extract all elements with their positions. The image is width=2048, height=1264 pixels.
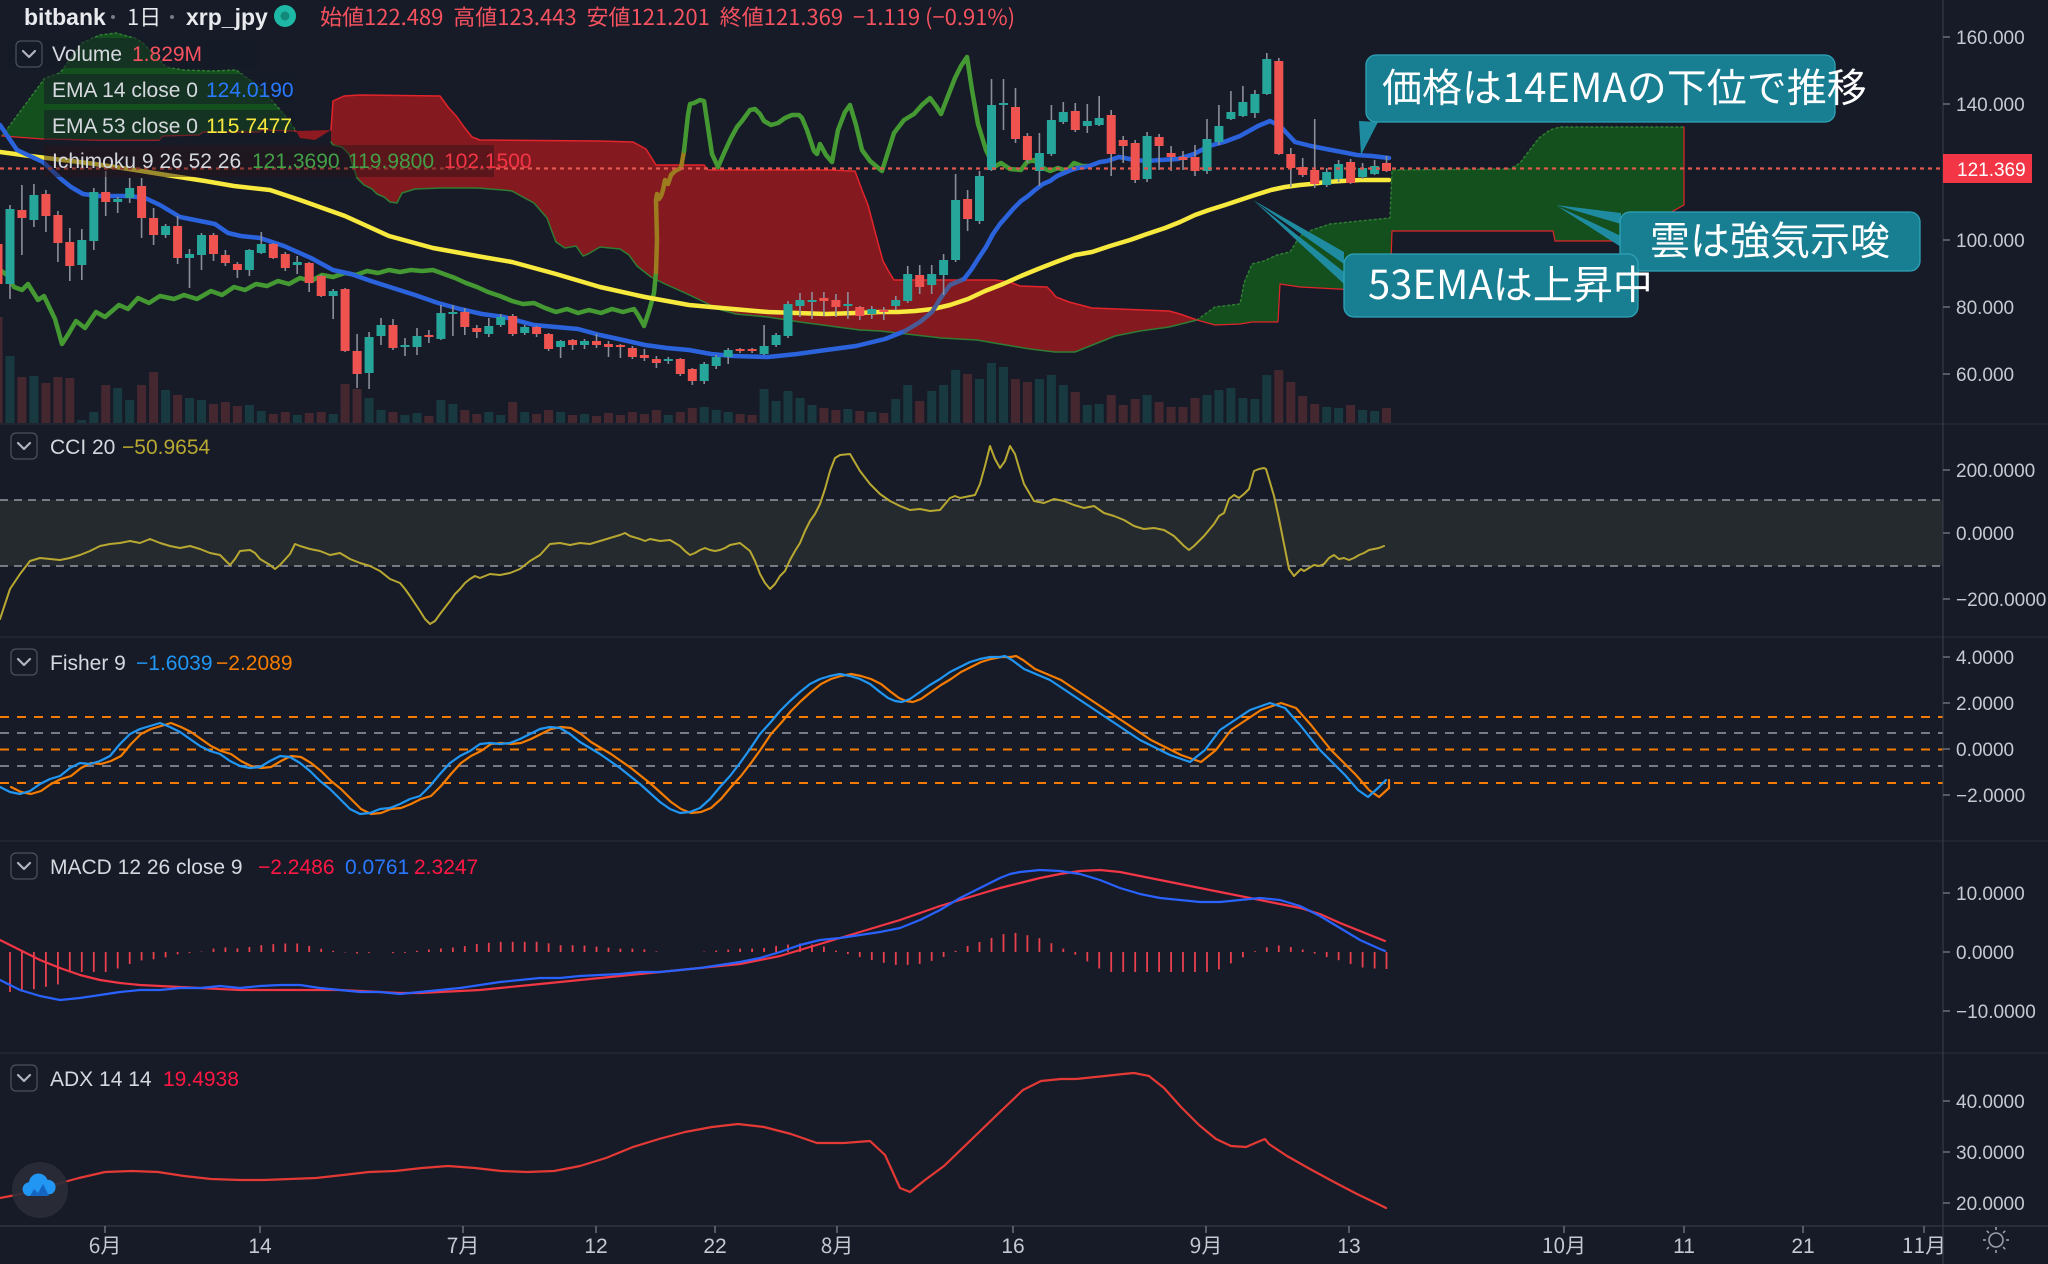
svg-text:Ichimoku 9 26 52 26: Ichimoku 9 26 52 26	[52, 150, 241, 173]
svg-text:115.7477: 115.7477	[206, 115, 292, 138]
svg-text:30.0000: 30.0000	[1956, 1143, 2025, 1164]
svg-text:160.000: 160.000	[1956, 28, 2025, 49]
svg-text:100.000: 100.000	[1956, 231, 2025, 252]
svg-text:2.0000: 2.0000	[1956, 694, 2014, 715]
svg-text:13: 13	[1337, 1235, 1360, 1258]
svg-text:119.9800: 119.9800	[348, 150, 434, 173]
svg-text:EMA 53 close 0: EMA 53 close 0	[52, 115, 198, 138]
svg-text:0.0761: 0.0761	[345, 856, 409, 879]
svg-text:ADX 14 14: ADX 14 14	[50, 1068, 152, 1091]
svg-text:−200.0000: −200.0000	[1956, 590, 2046, 611]
svg-text:121.369: 121.369	[1957, 160, 2026, 181]
svg-text:124.0190: 124.0190	[206, 79, 294, 102]
svg-text:CCI 20: CCI 20	[50, 436, 115, 459]
svg-text:EMA 14 close 0: EMA 14 close 0	[52, 79, 198, 102]
svg-text:200.0000: 200.0000	[1956, 461, 2035, 482]
svg-text:22: 22	[703, 1235, 726, 1258]
svg-text:12: 12	[584, 1235, 607, 1258]
svg-text:Fisher 9: Fisher 9	[50, 652, 126, 675]
svg-text:xrp_jpy: xrp_jpy	[186, 4, 268, 30]
svg-text:121.3690: 121.3690	[252, 150, 340, 173]
svg-text:−2.2486: −2.2486	[258, 856, 335, 879]
svg-text:40.0000: 40.0000	[1956, 1092, 2025, 1113]
svg-text:10.0000: 10.0000	[1956, 884, 2025, 905]
svg-text:−2.2089: −2.2089	[216, 652, 293, 675]
svg-text:−10.0000: −10.0000	[1956, 1002, 2036, 1023]
svg-text:60.000: 60.000	[1956, 365, 2014, 386]
svg-text:80.000: 80.000	[1956, 298, 2014, 319]
svg-text:14: 14	[248, 1235, 272, 1258]
svg-text:−1.6039: −1.6039	[136, 652, 213, 675]
svg-text:102.1500: 102.1500	[444, 150, 532, 173]
svg-text:4.0000: 4.0000	[1956, 648, 2014, 669]
svg-text:140.000: 140.000	[1956, 95, 2025, 116]
svg-text:11: 11	[1673, 1235, 1695, 1258]
svg-text:20.0000: 20.0000	[1956, 1194, 2025, 1215]
svg-text:21: 21	[1791, 1235, 1814, 1258]
svg-text:−2.0000: −2.0000	[1956, 786, 2025, 807]
svg-text:−50.9654: −50.9654	[122, 436, 210, 459]
svg-text:0.0000: 0.0000	[1956, 740, 2014, 761]
svg-text:19.4938: 19.4938	[163, 1068, 239, 1091]
svg-text:0.0000: 0.0000	[1956, 943, 2014, 964]
svg-text:2.3247: 2.3247	[414, 856, 478, 879]
svg-text:0.0000: 0.0000	[1956, 524, 2014, 545]
svg-text:Volume: Volume	[52, 43, 122, 66]
svg-text:MACD 12 26 close 9: MACD 12 26 close 9	[50, 856, 243, 879]
svg-text:bitbank: bitbank	[24, 4, 106, 30]
svg-text:1.829M: 1.829M	[132, 43, 202, 66]
svg-text:16: 16	[1001, 1235, 1024, 1258]
